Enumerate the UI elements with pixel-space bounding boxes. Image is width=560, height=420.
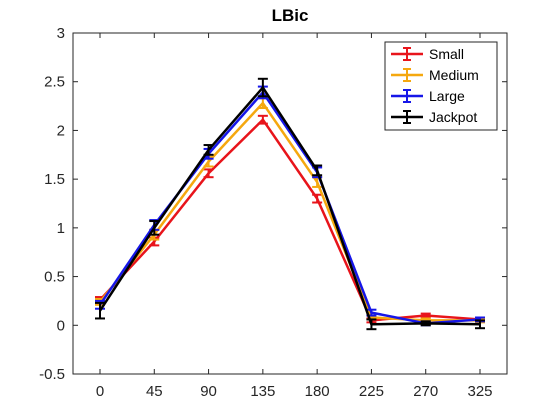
legend-label-medium: Medium — [429, 67, 479, 83]
series-line-small — [99, 118, 481, 322]
x-tick-label: 45 — [146, 383, 163, 400]
legend: Small Medium Large Jackpot — [384, 41, 498, 131]
y-tick-label: 2.5 — [44, 74, 65, 91]
y-tick-label: 0 — [57, 317, 65, 334]
y-tick-label: 3 — [57, 25, 65, 42]
legend-label-small: Small — [429, 46, 464, 62]
x-tick-label: 135 — [250, 383, 275, 400]
x-tick-label: 225 — [359, 383, 384, 400]
y-tick-label: 1.5 — [44, 171, 65, 188]
series-layer — [95, 77, 485, 331]
x-tick-label: 325 — [467, 383, 492, 400]
y-tick-label: 1 — [57, 220, 65, 237]
series-line-medium — [99, 101, 480, 322]
axes: -0.5 0 0.5 1 1.5 2 2.5 3 0 45 90 135 180 225 270 325 — [39, 25, 508, 400]
series-line-jackpot — [98, 86, 481, 326]
x-tick-label: 180 — [305, 383, 330, 400]
series-jackpot — [95, 77, 485, 331]
chart-title: LBic — [272, 6, 309, 25]
legend-label-jackpot: Jackpot — [429, 109, 477, 125]
x-tick-label: 90 — [200, 383, 217, 400]
legend-label-large: Large — [429, 88, 465, 104]
y-tick-label: -0.5 — [39, 366, 65, 383]
y-tick-label: 2 — [57, 122, 65, 139]
axes-box — [72, 32, 508, 375]
y-tick-label: 0.5 — [44, 269, 65, 286]
legend-box — [384, 41, 498, 131]
x-tick-label: 0 — [96, 383, 104, 400]
x-tick-label: 270 — [413, 383, 438, 400]
